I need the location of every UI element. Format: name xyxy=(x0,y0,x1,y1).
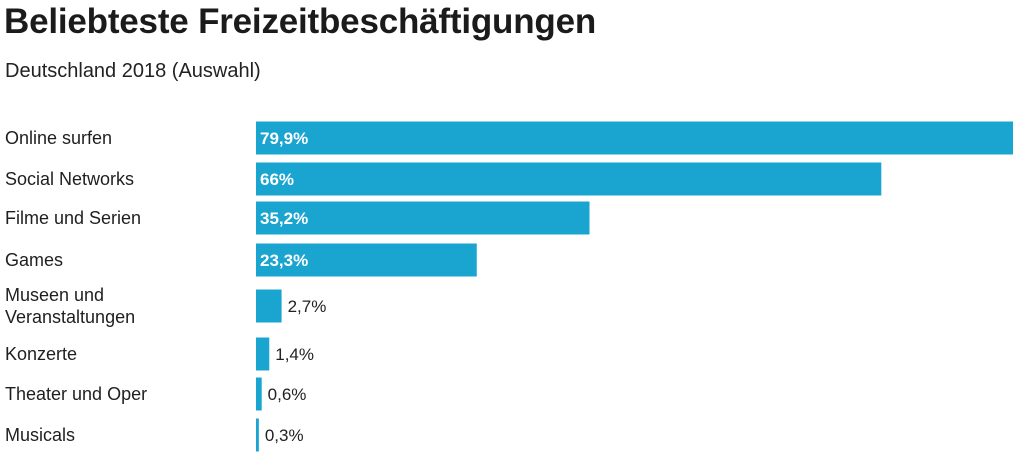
bar xyxy=(256,337,270,371)
data-label: 0,3% xyxy=(265,426,304,445)
data-label: 2,7% xyxy=(288,297,327,316)
bar xyxy=(256,289,282,323)
bar xyxy=(256,377,262,411)
chart-title: Beliebteste Freizeitbeschäftigungen xyxy=(4,2,597,41)
data-label: 79,9% xyxy=(260,129,308,148)
category-label: Musicals xyxy=(5,425,75,445)
data-label: 1,4% xyxy=(275,345,314,364)
data-label: 23,3% xyxy=(260,251,308,270)
bar xyxy=(256,121,1013,155)
category-label: Theater und Oper xyxy=(5,384,147,404)
category-label: Filme und Serien xyxy=(5,208,141,228)
bar xyxy=(256,418,259,452)
data-label: 35,2% xyxy=(260,209,308,228)
chart-subtitle: Deutschland 2018 (Auswahl) xyxy=(5,60,261,82)
category-label: Games xyxy=(5,250,63,270)
category-label: Konzerte xyxy=(5,344,77,364)
bar xyxy=(256,243,477,277)
data-label: 0,6% xyxy=(268,385,307,404)
data-label: 66% xyxy=(260,170,294,189)
category-label: Social Networks xyxy=(5,169,134,189)
category-label: Museen und Veranstaltungen xyxy=(5,285,135,327)
bar xyxy=(256,201,590,235)
category-label: Online surfen xyxy=(5,128,112,148)
bar xyxy=(256,162,882,196)
